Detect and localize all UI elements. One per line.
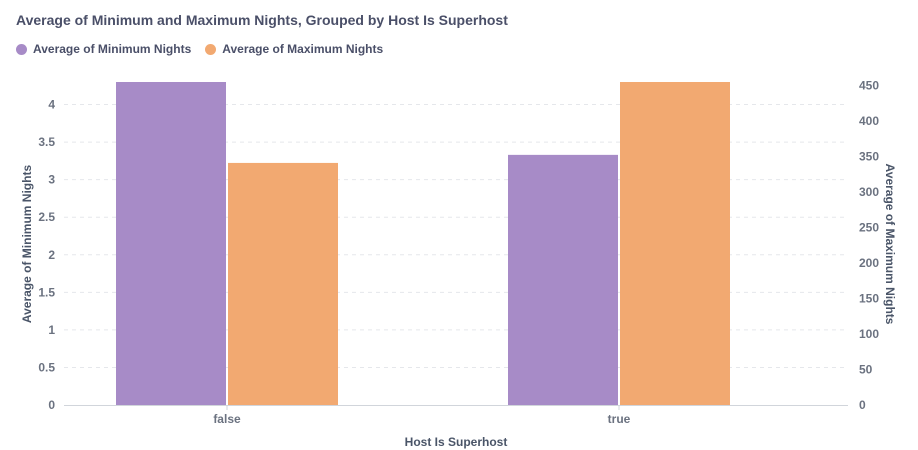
y-left-tick-label: 0.5: [38, 360, 55, 374]
y-right-tick-label: 150: [859, 292, 879, 306]
legend-item-maximum-nights[interactable]: Average of Maximum Nights: [205, 42, 383, 56]
x-tick-label: false: [213, 412, 241, 426]
y-right-tick-label: 350: [859, 150, 879, 164]
y-left-tick-label: 0: [48, 398, 55, 412]
bar-maximum-nights-true: [620, 82, 730, 405]
y-right-tick-label: 100: [859, 327, 879, 341]
x-axis-title: Host Is Superhost: [405, 435, 508, 449]
y-left-axis-title: Average of Minimum Nights: [20, 165, 34, 324]
y-right-tick-label: 0: [859, 398, 866, 412]
y-left-tick-label: 2: [48, 248, 55, 262]
bar-maximum-nights-false: [228, 162, 338, 405]
y-right-tick-label: 400: [859, 114, 879, 128]
y-left-tick-label: 1: [48, 323, 55, 337]
y-right-tick-label: 200: [859, 256, 879, 270]
x-tick-label: true: [608, 412, 631, 426]
y-left-tick-label: 1.5: [38, 285, 55, 299]
legend-label-maximum: Average of Maximum Nights: [222, 42, 384, 56]
y-right-tick-label: 450: [859, 79, 879, 93]
legend-swatch-minimum: [16, 43, 27, 55]
y-right-axis-title: Average of Maximum Nights: [883, 164, 897, 325]
y-right-tick-label: 300: [859, 185, 879, 199]
y-left-tick-label: 2.5: [38, 210, 55, 224]
y-right-tick-label: 250: [859, 221, 879, 235]
y-left-tick-label: 3: [48, 173, 55, 187]
bar-minimum-nights-false: [116, 82, 226, 405]
legend-swatch-maximum: [205, 43, 217, 55]
y-left-tick-label: 4: [48, 98, 55, 112]
legend-item-minimum-nights[interactable]: Average of Minimum Nights: [16, 42, 191, 56]
y-right-tick-label: 50: [859, 363, 873, 377]
legend: Average of Minimum Nights Average of Max…: [16, 42, 383, 56]
legend-label-minimum: Average of Minimum Nights: [33, 42, 192, 56]
bar-minimum-nights-true: [508, 154, 618, 405]
chart-title: Average of Minimum and Maximum Nights, G…: [16, 12, 508, 28]
y-left-tick-label: 3.5: [38, 135, 55, 149]
